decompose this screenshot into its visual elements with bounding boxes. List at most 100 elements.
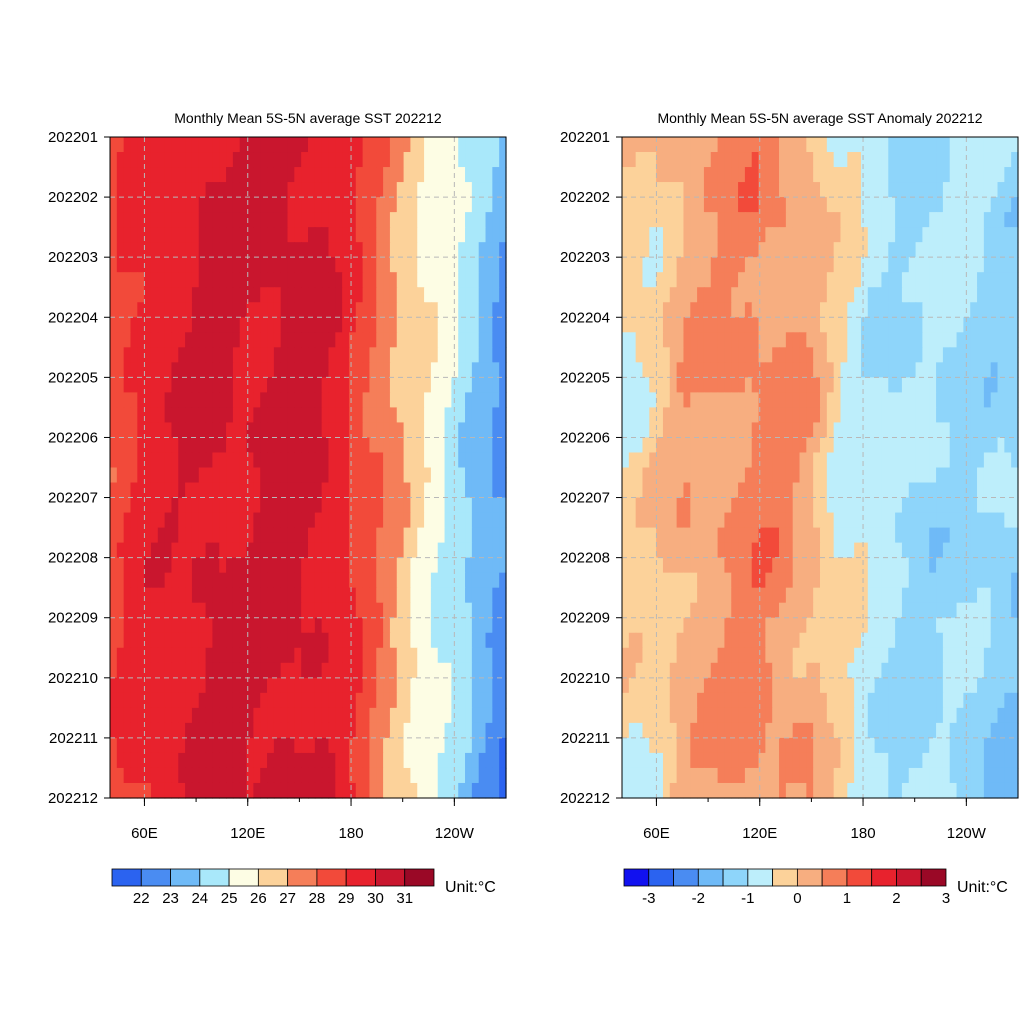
- contour-cell: [1004, 632, 1012, 649]
- contour-cell: [499, 242, 507, 258]
- contour-cell: [662, 512, 671, 529]
- contour-cell: [942, 362, 951, 378]
- contour-cell: [1004, 302, 1012, 318]
- contour-cell: [956, 257, 964, 273]
- contour-cell: [355, 527, 364, 544]
- contour-cell: [280, 257, 289, 273]
- contour-cell: [294, 287, 302, 303]
- contour-cell: [785, 362, 794, 378]
- sst-contour-fill: [110, 137, 507, 799]
- contour-cell: [874, 617, 883, 634]
- contour-cell: [799, 467, 807, 484]
- contour-cell: [389, 587, 398, 604]
- contour-cell: [328, 557, 336, 574]
- contour-cell: [294, 257, 302, 273]
- contour-cell: [328, 422, 336, 439]
- contour-cell: [389, 257, 398, 273]
- contour-cell: [635, 182, 644, 198]
- contour-cell: [253, 437, 261, 454]
- contour-cell: [813, 482, 821, 499]
- contour-cell: [703, 317, 712, 333]
- contour-cell: [724, 422, 732, 439]
- contour-cell: [314, 707, 323, 724]
- contour-cell: [690, 467, 698, 484]
- contour-cell: [895, 512, 903, 529]
- contour-cell: [888, 137, 896, 153]
- contour-cell: [389, 167, 398, 183]
- contour-cell: [676, 467, 685, 484]
- contour-cell: [328, 602, 336, 619]
- contour-cell: [130, 557, 138, 574]
- contour-cell: [239, 722, 248, 739]
- contour-cell: [970, 227, 978, 243]
- contour-cell: [191, 722, 200, 739]
- contour-cell: [485, 467, 493, 484]
- contour-cell: [622, 692, 630, 709]
- contour-cell: [874, 227, 883, 243]
- contour-cell: [983, 692, 992, 709]
- contour-cell: [246, 482, 254, 499]
- contour-cell: [717, 497, 726, 514]
- contour-cell: [328, 692, 336, 709]
- contour-cell: [997, 377, 1005, 393]
- contour-cell: [137, 227, 145, 243]
- contour-cell: [908, 167, 917, 183]
- contour-cell: [867, 257, 876, 273]
- contour-cell: [287, 182, 295, 198]
- contour-cell: [915, 167, 924, 183]
- contour-cell: [703, 302, 712, 318]
- contour-cell: [185, 752, 193, 769]
- contour-cell: [703, 467, 712, 484]
- contour-cell: [178, 767, 186, 784]
- contour-cell: [123, 467, 132, 484]
- contour-cell: [888, 737, 896, 754]
- contour-cell: [396, 407, 405, 424]
- contour-cell: [799, 332, 807, 348]
- contour-cell: [813, 722, 821, 739]
- contour-cell: [232, 707, 241, 724]
- contour-cell: [430, 767, 439, 784]
- contour-cell: [212, 272, 220, 288]
- contour-cell: [164, 137, 173, 153]
- contour-cell: [137, 632, 145, 649]
- contour-cell: [990, 722, 999, 739]
- contour-cell: [642, 137, 650, 153]
- contour-cell: [744, 392, 753, 409]
- contour-cell: [813, 707, 821, 724]
- contour-cell: [635, 422, 644, 439]
- contour-cell: [628, 137, 637, 153]
- contour-cell: [451, 272, 459, 288]
- contour-cell: [977, 542, 985, 559]
- contour-cell: [369, 407, 377, 424]
- contour-cell: [239, 227, 248, 243]
- contour-cell: [485, 272, 493, 288]
- contour-cell: [690, 512, 698, 529]
- contour-cell: [901, 437, 910, 454]
- contour-cell: [430, 437, 439, 454]
- contour-cell: [191, 452, 200, 469]
- contour-cell: [246, 527, 254, 544]
- contour-cell: [942, 392, 951, 409]
- contour-cell: [478, 272, 487, 288]
- contour-cell: [335, 737, 343, 754]
- contour-cell: [922, 632, 930, 649]
- contour-cell: [219, 572, 227, 589]
- contour-cell: [956, 647, 964, 664]
- colorbar-label: 28: [309, 890, 326, 907]
- contour-cell: [915, 227, 924, 243]
- contour-cell: [738, 557, 746, 574]
- contour-cell: [997, 437, 1005, 454]
- contour-cell: [758, 632, 766, 649]
- contour-cell: [410, 647, 418, 664]
- contour-cell: [942, 602, 951, 619]
- contour-cell: [465, 332, 473, 348]
- contour-cell: [792, 137, 801, 153]
- contour-cell: [635, 602, 644, 619]
- contour-cell: [676, 662, 685, 679]
- contour-cell: [697, 422, 705, 439]
- contour-cell: [813, 692, 821, 709]
- contour-cell: [144, 572, 152, 589]
- contour-cell: [867, 662, 876, 679]
- contour-cell: [990, 677, 999, 694]
- contour-cell: [676, 512, 685, 529]
